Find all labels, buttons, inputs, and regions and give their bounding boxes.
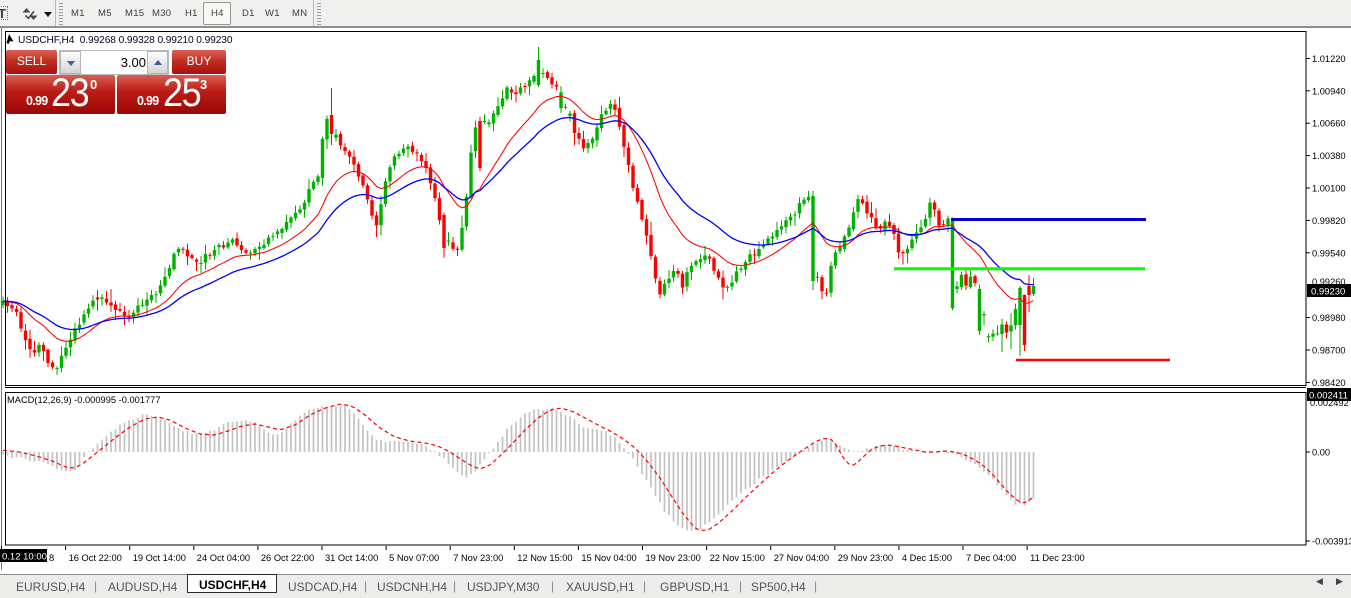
svg-text:0.99260: 0.99260: [1312, 277, 1346, 287]
svg-text:11 Dec 23:00: 11 Dec 23:00: [1030, 553, 1085, 563]
svg-text:0.12 10:00: 0.12 10:00: [2, 552, 47, 563]
svg-text:1.00660: 1.00660: [1312, 119, 1346, 129]
svg-text:27 Nov 04:00: 27 Nov 04:00: [774, 553, 829, 563]
svg-text:22 Nov 15:00: 22 Nov 15:00: [710, 553, 765, 563]
svg-text:24 Oct 04:00: 24 Oct 04:00: [197, 553, 250, 563]
svg-text:1.00940: 1.00940: [1312, 86, 1346, 96]
svg-text:5 Nov 07:00: 5 Nov 07:00: [389, 553, 439, 563]
svg-text:8: 8: [49, 553, 54, 563]
svg-text:0.002492: 0.002492: [1310, 398, 1349, 408]
svg-text:0.98420: 0.98420: [1312, 378, 1346, 388]
svg-text:12 Nov 15:00: 12 Nov 15:00: [517, 553, 572, 563]
svg-text:0.98980: 0.98980: [1312, 313, 1346, 323]
svg-text:29 Nov 23:00: 29 Nov 23:00: [838, 553, 893, 563]
svg-text:-0.003913: -0.003913: [1312, 537, 1351, 547]
svg-text:26 Oct 22:00: 26 Oct 22:00: [261, 553, 314, 563]
svg-text:15 Nov 04:00: 15 Nov 04:00: [581, 553, 636, 563]
svg-text:0.98700: 0.98700: [1312, 346, 1346, 356]
svg-text:31 Oct 14:00: 31 Oct 14:00: [325, 553, 378, 563]
svg-text:0.00: 0.00: [1312, 448, 1330, 458]
svg-text:16 Oct 22:00: 16 Oct 22:00: [69, 553, 122, 563]
svg-text:1.00100: 1.00100: [1312, 184, 1346, 194]
svg-text:0.99230: 0.99230: [1311, 287, 1345, 298]
svg-text:0.002411: 0.002411: [1309, 391, 1348, 402]
svg-text:19 Nov 23:00: 19 Nov 23:00: [646, 553, 701, 563]
svg-text:1.00380: 1.00380: [1312, 151, 1346, 161]
svg-text:1.01220: 1.01220: [1312, 54, 1346, 64]
svg-text:0.99820: 0.99820: [1312, 216, 1346, 226]
svg-text:7 Nov 23:00: 7 Nov 23:00: [453, 553, 503, 563]
svg-text:0.99540: 0.99540: [1312, 248, 1346, 258]
svg-text:4 Dec 15:00: 4 Dec 15:00: [902, 553, 952, 563]
svg-text:7 Dec 04:00: 7 Dec 04:00: [966, 553, 1016, 563]
svg-text:19 Oct 14:00: 19 Oct 14:00: [133, 553, 186, 563]
